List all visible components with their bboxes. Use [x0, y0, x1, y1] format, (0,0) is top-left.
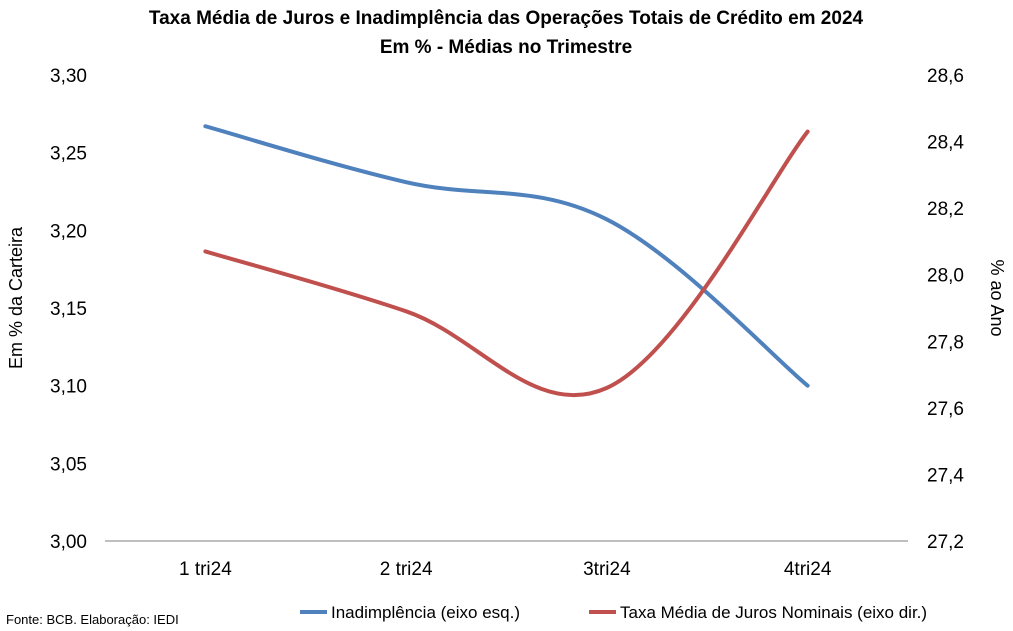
right-tick-label: 27,8 — [927, 332, 964, 353]
right-tick-label: 28,2 — [927, 199, 964, 220]
left-tick-label: 3,05 — [50, 454, 87, 475]
legend: Inadimplência (eixo esq.) Taxa Média de … — [300, 603, 927, 622]
legend-label-taxa-juros: Taxa Média de Juros Nominais (eixo dir.) — [620, 603, 927, 622]
chart-title: Taxa Média de Juros e Inadimplência das … — [149, 8, 864, 29]
left-tick-label: 3,25 — [50, 144, 87, 165]
right-tick-label: 27,4 — [927, 465, 964, 486]
source-note: Fonte: BCB. Elaboração: IEDI — [6, 612, 179, 627]
left-axis-title: Em % da Carteira — [6, 226, 26, 369]
right-tick-label: 28,4 — [927, 133, 964, 154]
chart-subtitle: Em % - Médias no Trimestre — [380, 37, 632, 58]
x-tick-label: 1 tri24 — [179, 559, 232, 580]
right-tick-label: 27,6 — [927, 399, 964, 420]
right-axis-title: % ao Ano — [987, 259, 1007, 336]
series-line-taxa-juros — [203, 129, 810, 398]
left-tick-label: 3,20 — [50, 221, 87, 242]
right-tick-label: 27,2 — [927, 532, 964, 553]
left-tick-label: 3,00 — [50, 532, 87, 553]
x-axis-ticks: 1 tri24 2 tri24 3tri24 4tri24 — [179, 559, 832, 580]
x-tick-label: 2 tri24 — [380, 559, 433, 580]
right-tick-label: 28,6 — [927, 66, 964, 87]
x-tick-label: 3tri24 — [583, 559, 631, 580]
left-axis-ticks: 3,00 3,05 3,10 3,15 3,20 3,25 3,30 — [50, 66, 87, 553]
series-line-inadimplencia — [203, 124, 810, 388]
right-axis-ticks: 27,2 27,4 27,6 27,8 28,0 28,2 28,4 28,6 — [927, 66, 964, 553]
legend-label-inadimplencia: Inadimplência (eixo esq.) — [331, 603, 520, 622]
series-layer — [203, 124, 810, 398]
left-tick-label: 3,30 — [50, 66, 87, 87]
left-tick-label: 3,10 — [50, 377, 87, 398]
right-tick-label: 28,0 — [927, 266, 964, 287]
x-tick-label: 4tri24 — [784, 559, 832, 580]
left-tick-label: 3,15 — [50, 299, 87, 320]
